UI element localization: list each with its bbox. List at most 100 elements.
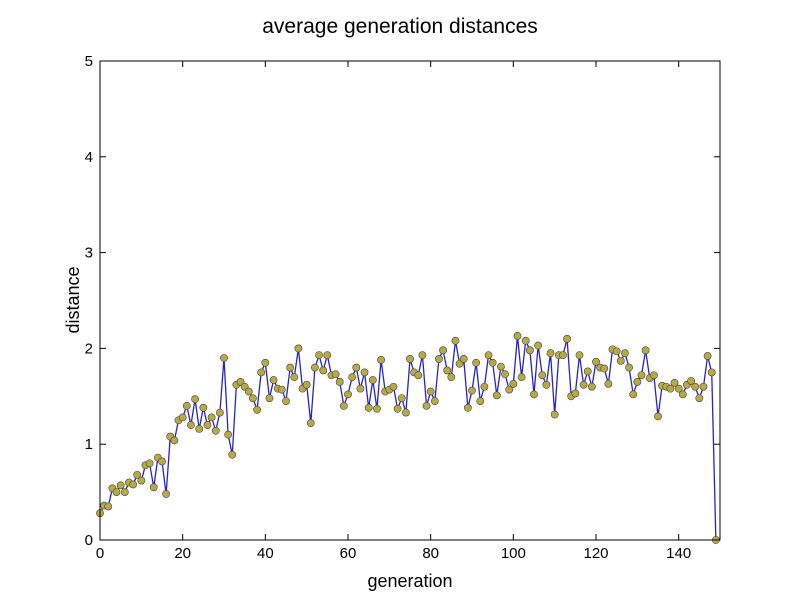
data-point — [104, 502, 113, 511]
data-point — [373, 404, 381, 413]
data-point — [604, 379, 613, 388]
data-point — [187, 421, 195, 429]
data-point — [641, 346, 650, 355]
data-point — [294, 344, 303, 353]
data-point — [203, 421, 212, 429]
data-point — [579, 380, 588, 389]
data-point — [674, 384, 683, 393]
data-point — [468, 386, 476, 395]
data-point — [145, 459, 154, 468]
data-point — [426, 387, 435, 396]
data-point — [633, 378, 642, 386]
data-point — [306, 419, 315, 428]
data-point — [484, 351, 493, 360]
data-point — [530, 390, 538, 399]
data-point — [509, 379, 518, 388]
data-point — [629, 390, 638, 399]
data-point — [559, 351, 567, 360]
data-point — [439, 346, 447, 355]
data-point — [257, 368, 266, 377]
data-point — [649, 371, 658, 380]
data-point — [356, 384, 365, 393]
plot-frame — [99, 60, 721, 541]
data-point — [211, 426, 220, 435]
data-point — [158, 457, 166, 466]
data-point — [703, 352, 712, 360]
data-point — [447, 373, 456, 382]
y-tick-label: 4 — [85, 149, 93, 166]
data-point — [277, 385, 286, 394]
data-point — [695, 394, 704, 403]
data-point — [600, 364, 609, 373]
data-point — [244, 387, 253, 396]
data-point — [687, 377, 695, 385]
data-point — [265, 394, 274, 403]
data-point — [612, 347, 621, 356]
x-tick-label: 0 — [96, 545, 104, 562]
data-point — [315, 351, 323, 360]
data-point — [344, 390, 352, 399]
data-point — [546, 349, 555, 358]
data-point — [199, 403, 208, 412]
x-axis-label: generation — [367, 571, 452, 591]
data-point — [112, 488, 121, 496]
y-tick-label: 1 — [85, 436, 93, 453]
y-tick-label: 5 — [85, 53, 93, 70]
x-tick-label: 80 — [422, 545, 439, 562]
data-point — [261, 358, 270, 367]
data-point — [480, 382, 489, 391]
data-point — [670, 378, 679, 387]
data-point — [678, 390, 687, 399]
x-tick-label: 20 — [174, 545, 191, 562]
data-point — [521, 336, 530, 345]
x-tick-label: 120 — [583, 545, 608, 562]
x-tick-label: 60 — [340, 545, 357, 562]
data-point — [637, 371, 646, 380]
data-point — [377, 355, 385, 364]
data-point — [538, 371, 547, 380]
data-point — [335, 378, 344, 386]
data-point — [418, 351, 427, 360]
data-point — [228, 450, 237, 459]
data-point — [302, 380, 311, 389]
data-point — [364, 403, 373, 412]
data-point — [699, 382, 708, 391]
data-point — [116, 481, 125, 490]
data-point — [319, 366, 328, 375]
data-point — [550, 410, 559, 419]
data-point — [269, 376, 278, 384]
data-point — [253, 405, 261, 414]
data-point — [339, 401, 348, 410]
data-point — [513, 332, 522, 340]
data-point — [182, 401, 191, 410]
data-point — [472, 358, 481, 367]
data-point — [525, 346, 534, 355]
data-point — [488, 358, 497, 367]
chart-title: average generation distances — [262, 15, 538, 38]
data-point — [389, 382, 398, 391]
data-point — [129, 480, 137, 489]
data-point — [360, 368, 369, 377]
series-group — [96, 332, 720, 544]
data-point — [290, 373, 299, 382]
data-point — [497, 362, 505, 371]
data-point — [170, 436, 179, 445]
data-point — [286, 363, 295, 372]
data-point — [707, 368, 716, 377]
data-point — [195, 424, 204, 433]
data-point — [505, 385, 514, 394]
data-point — [178, 413, 187, 422]
data-point — [654, 412, 662, 421]
data-point — [691, 382, 700, 391]
data-point — [215, 408, 224, 417]
data-point — [621, 349, 629, 358]
data-point — [249, 394, 257, 403]
data-point — [587, 382, 596, 391]
data-point — [501, 370, 509, 379]
y-tick-label: 2 — [85, 340, 93, 357]
ticks-group: 0 20 40 60 80 100 120 140 0 1 2 3 4 5 — [85, 53, 720, 562]
data-point — [443, 366, 452, 375]
x-tick-label: 100 — [501, 545, 526, 562]
y-tick-label: 0 — [85, 532, 93, 549]
